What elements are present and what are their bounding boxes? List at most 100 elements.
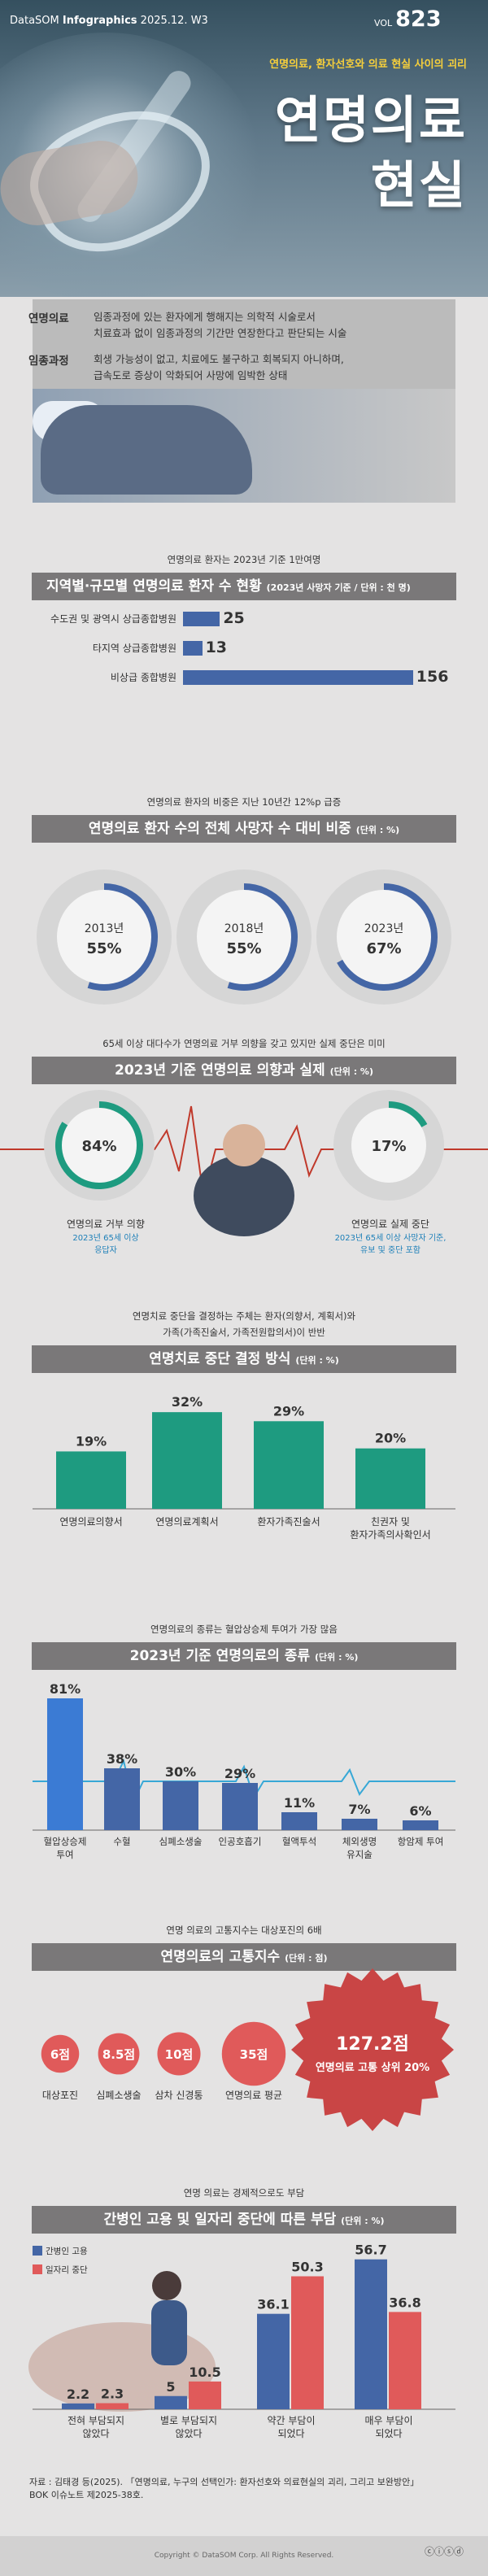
section-title: 2023년 기준 연명의료의 종류: [129, 1648, 311, 1664]
section-kicker: 연명의료의 종류는 혈압상승제 투여가 가장 많음: [150, 1624, 338, 1635]
bar-category-label: 별로 부담되지: [160, 2415, 217, 2426]
section-kicker: 연명의료 환자는 2023년 기준 1만여명: [167, 554, 321, 565]
bar-category-label: 전혀 부담되지: [68, 2415, 124, 2426]
bar-category-label: 연명의료계획서: [155, 1516, 218, 1528]
pain-bubble: [221, 2021, 286, 2086]
hero-banner: DataSOM Infographics 2025.12. W3 VOL 823 …: [0, 0, 488, 297]
bar-value-label: 20%: [375, 1431, 406, 1446]
pain-bubble: [157, 2032, 201, 2076]
pain-category-label: 연명의료 평균: [225, 2090, 282, 2101]
patient-shape: [41, 405, 252, 495]
donut-value-label: 67%: [366, 940, 401, 957]
hbar-value-label: 13: [205, 639, 228, 656]
definition-desc: 회생 가능성이 없고, 치료에도 불구하고 회복되지 아니하며, 급속도로 증상…: [87, 351, 451, 384]
bar-value-label: 29%: [273, 1403, 304, 1419]
bar-category-label: 약간 부담이: [267, 2414, 315, 2426]
hbar-category-label: 타지역 상급종합병원: [92, 643, 176, 654]
bar: [104, 1768, 140, 1830]
section-unit: (단위 : %): [341, 2216, 385, 2226]
bar-category-label: 수혈: [113, 1836, 130, 1847]
hbar-value-label: 156: [416, 668, 449, 686]
page-title: 연명의료 현실: [275, 88, 467, 218]
bar-category-label: 않았다: [175, 2428, 202, 2439]
bar-value-label: 10.5: [189, 2365, 220, 2380]
bar-value-label: 36.8: [389, 2295, 420, 2310]
bar: [96, 2403, 129, 2409]
definition-desc: 임종과정에 있는 환자에게 행해지는 의학적 시술로서 치료효과 없이 임종과정…: [87, 309, 451, 342]
donut-hole: [351, 1108, 426, 1183]
section-intent: 65세 이상 대다수가 연명의료 거부 의향을 갖고 있지만 실제 중단은 미미…: [0, 1037, 488, 1084]
worried-person-head: [223, 1124, 265, 1166]
pain-category-label: 삼차 신경통: [155, 2090, 203, 2101]
intent-note: 2023년 65세 이상: [72, 1234, 139, 1243]
citation-line: 자료 : 김태경 등(2025). 「연명의료, 누구의 선택인가: 환자선호와…: [29, 2477, 420, 2487]
donut-value-label: 84%: [81, 1138, 116, 1155]
intent-label: 연명의료 거부 의향: [67, 1218, 145, 1230]
bar: [189, 2381, 221, 2409]
donut-value-label: 55%: [86, 940, 121, 957]
bar: [342, 1819, 377, 1830]
footer: Copyright © DataSOM Corp. All Rights Res…: [0, 2536, 488, 2576]
bar-value-label: 36.1: [257, 2297, 289, 2312]
bar: [281, 1812, 317, 1830]
section-unit: (단위 : %): [329, 1066, 373, 1077]
bar-category-label: 체외생명: [342, 1836, 377, 1847]
stop-note: 유보 및 중단 포함: [360, 1246, 420, 1255]
bar: [403, 1820, 438, 1830]
donut-hole: [337, 890, 431, 984]
heartbeat-line: [33, 1759, 455, 1804]
vol-number: 823: [395, 7, 442, 32]
section-header: 2023년 기준 연명의료 의향과 실제 (단위 : %): [32, 1057, 456, 1084]
bar-value-label: 56.7: [355, 2243, 386, 2258]
bar-value-label: 32%: [172, 1394, 203, 1410]
bar: [355, 1448, 425, 1509]
brand-label: DataSOM Infographics 2025.12. W3: [10, 15, 208, 27]
section-header: 2023년 기준 연명의료의 종류 (단위 : %): [32, 1642, 456, 1670]
source-citation: 자료 : 김태경 등(2025). 「연명의료, 누구의 선택인가: 환자선호와…: [29, 2476, 419, 2502]
vol-label: VOL: [374, 18, 393, 28]
title-line-1: 연명의료: [274, 90, 467, 150]
section-header: 지역별·규모별 연명의료 환자 수 현황 (2023년 사망자 기준 / 단위 …: [32, 573, 456, 600]
hbar-bar: [183, 612, 220, 626]
donut-hole: [62, 1108, 137, 1183]
bar: [254, 1421, 324, 1509]
caregiver-body: [151, 2300, 187, 2365]
bar-value-label: 2.3: [101, 2386, 124, 2402]
bar-value-label: 29%: [224, 1766, 255, 1781]
definition-image: [33, 299, 455, 503]
pain-category-label: 연명의료 고통 상위 20%: [316, 2061, 429, 2074]
pain-bubble: [98, 2033, 140, 2075]
section-unit: (단위 : %): [295, 1355, 339, 1366]
stop-label: 연명의료 실제 중단: [351, 1218, 429, 1230]
worried-person-image: [194, 1155, 294, 1236]
section-patient-count: 연명의료 환자는 2023년 기준 1만여명 지역별·규모별 연명의료 환자 수…: [0, 553, 488, 600]
pain-value-label: 8.5점: [102, 2047, 135, 2062]
donut-year-label: 2013년: [85, 922, 124, 935]
section-header: 간병인 고용 및 일자리 중단에 따른 부담 (단위 : %): [32, 2206, 456, 2234]
legend-item: 간병인 고용: [33, 2245, 88, 2257]
bar: [291, 2276, 324, 2409]
bar-category-label: 인공호흡기: [219, 1836, 262, 1847]
bar-value-label: 11%: [284, 1795, 315, 1811]
bar-value-label: 5: [166, 2379, 175, 2395]
hbar-category-label: 수도권 및 광역시 상급종합병원: [50, 613, 176, 625]
brand-name: Infographics: [62, 15, 137, 27]
section-unit: (2023년 사망자 기준 / 단위 : 천 명): [266, 582, 411, 593]
bar-chart-decision: 19% 32% 29% 20% 연명의료의향서 연명의료계획서 환자가족진술서 친권자 및환자…: [33, 1394, 455, 1541]
intent-annotation: 연명의료 거부 의향 2023년 65세 이상 응답자: [33, 1217, 179, 1255]
pain-category-label: 심폐소생술: [96, 2090, 141, 2101]
section-title: 연명의료의 고통지수: [160, 1949, 281, 1965]
bar: [62, 2403, 94, 2409]
section-unit: (단위 : %): [315, 1652, 359, 1663]
definition-term: 임종과정: [28, 355, 69, 368]
bar: [56, 1451, 126, 1509]
section-title: 2023년 기준 연명의료 의향과 실제: [115, 1062, 325, 1079]
hbar-category-label: 비상급 종합병원: [110, 672, 176, 683]
legend-label: 간병인 고용: [46, 2247, 88, 2256]
definition-list: 연명의료 임종과정에 있는 환자에게 행해지는 의학적 시술로서 치료효과 없이…: [28, 309, 451, 394]
stop-annotation: 연명의료 실제 중단 2023년 65세 이상 사망자 기준, 유보 및 중단 …: [309, 1217, 472, 1255]
pain-value-label: 35점: [240, 2047, 268, 2062]
donut-hole: [197, 890, 291, 984]
